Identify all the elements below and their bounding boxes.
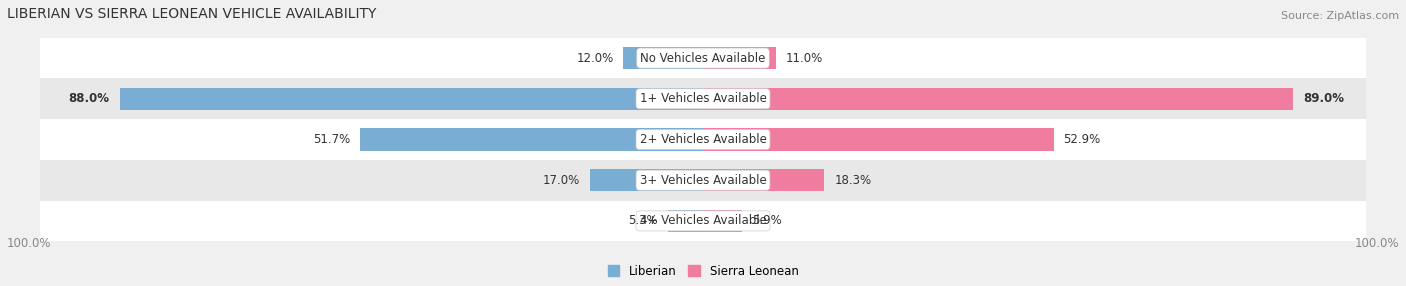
Text: 18.3%: 18.3% (834, 174, 872, 187)
Text: 4+ Vehicles Available: 4+ Vehicles Available (640, 214, 766, 227)
Bar (41, 78, 1365, 119)
Text: LIBERIAN VS SIERRA LEONEAN VEHICLE AVAILABILITY: LIBERIAN VS SIERRA LEONEAN VEHICLE AVAIL… (7, 7, 377, 21)
Text: 5.3%: 5.3% (628, 214, 658, 227)
Bar (41, 38, 1365, 78)
Bar (360, 128, 703, 151)
Text: 12.0%: 12.0% (576, 51, 613, 65)
Bar (703, 169, 824, 191)
Text: 3+ Vehicles Available: 3+ Vehicles Available (640, 174, 766, 187)
Bar (591, 169, 703, 191)
Text: 5.9%: 5.9% (752, 214, 782, 227)
Text: 88.0%: 88.0% (69, 92, 110, 105)
Bar (703, 128, 1053, 151)
Text: No Vehicles Available: No Vehicles Available (640, 51, 766, 65)
Text: 52.9%: 52.9% (1063, 133, 1101, 146)
Text: 100.0%: 100.0% (1354, 237, 1399, 250)
Legend: Liberian, Sierra Leonean: Liberian, Sierra Leonean (607, 265, 799, 277)
Bar (41, 119, 1365, 160)
Text: 11.0%: 11.0% (786, 51, 823, 65)
Bar (120, 88, 703, 110)
Text: 51.7%: 51.7% (314, 133, 350, 146)
Bar (668, 210, 703, 232)
Text: 89.0%: 89.0% (1303, 92, 1344, 105)
Text: 2+ Vehicles Available: 2+ Vehicles Available (640, 133, 766, 146)
Bar (41, 200, 1365, 241)
Text: 100.0%: 100.0% (7, 237, 52, 250)
Bar (623, 47, 703, 69)
Text: Source: ZipAtlas.com: Source: ZipAtlas.com (1281, 11, 1399, 21)
Bar (703, 47, 776, 69)
Bar (703, 210, 742, 232)
Text: 17.0%: 17.0% (543, 174, 581, 187)
Bar (41, 160, 1365, 200)
Bar (703, 88, 1294, 110)
Text: 1+ Vehicles Available: 1+ Vehicles Available (640, 92, 766, 105)
